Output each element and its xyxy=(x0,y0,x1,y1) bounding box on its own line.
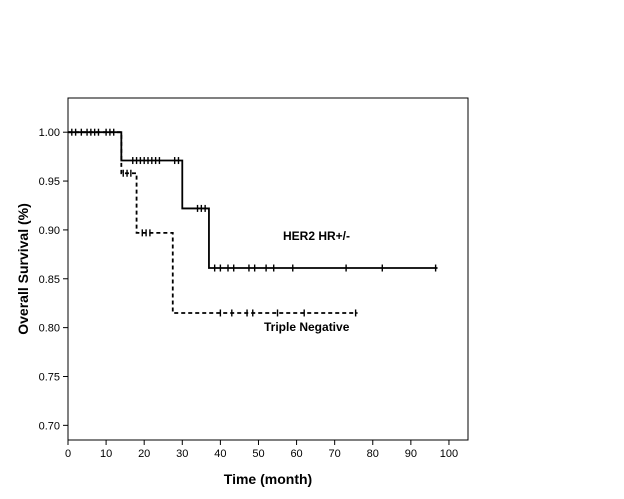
x-tick-label: 20 xyxy=(138,448,150,460)
y-tick-label: 0.90 xyxy=(39,225,60,237)
x-tick-label: 100 xyxy=(440,448,458,460)
y-tick-label: 0.70 xyxy=(39,420,60,432)
x-axis-title: Time (month) xyxy=(224,471,312,487)
y-tick-label: 1.00 xyxy=(39,127,60,139)
plot-frame xyxy=(67,97,469,441)
x-axis: 0 10 20 30 40 50 60 70 80 90 100 xyxy=(65,440,458,460)
x-tick-label: 80 xyxy=(367,448,379,460)
y-tick-label: 0.75 xyxy=(39,371,60,383)
x-tick-label: 30 xyxy=(176,448,188,460)
y-axis-title: Overall Survival (%) xyxy=(15,203,31,335)
series-layer xyxy=(68,128,438,317)
series-line-triple-negative xyxy=(68,131,358,314)
series-label-triple-negative: Triple Negative xyxy=(264,320,350,334)
x-tick-label: 10 xyxy=(100,448,112,460)
x-tick-label: 0 xyxy=(65,448,71,460)
x-tick-label: 70 xyxy=(329,448,341,460)
y-axis: 0.70 0.75 0.80 0.85 0.90 0.95 1.00 xyxy=(39,127,68,432)
y-tick-label: 0.95 xyxy=(39,176,60,188)
y-tick-label: 0.80 xyxy=(39,323,60,335)
x-tick-label: 40 xyxy=(214,448,226,460)
series-line-her2 xyxy=(68,131,438,269)
x-tick-label: 50 xyxy=(252,448,264,460)
y-tick-label: 0.85 xyxy=(39,274,60,286)
series-label-her2: HER2 HR+/- xyxy=(283,229,350,243)
x-tick-label: 90 xyxy=(405,448,417,460)
x-tick-label: 60 xyxy=(290,448,302,460)
